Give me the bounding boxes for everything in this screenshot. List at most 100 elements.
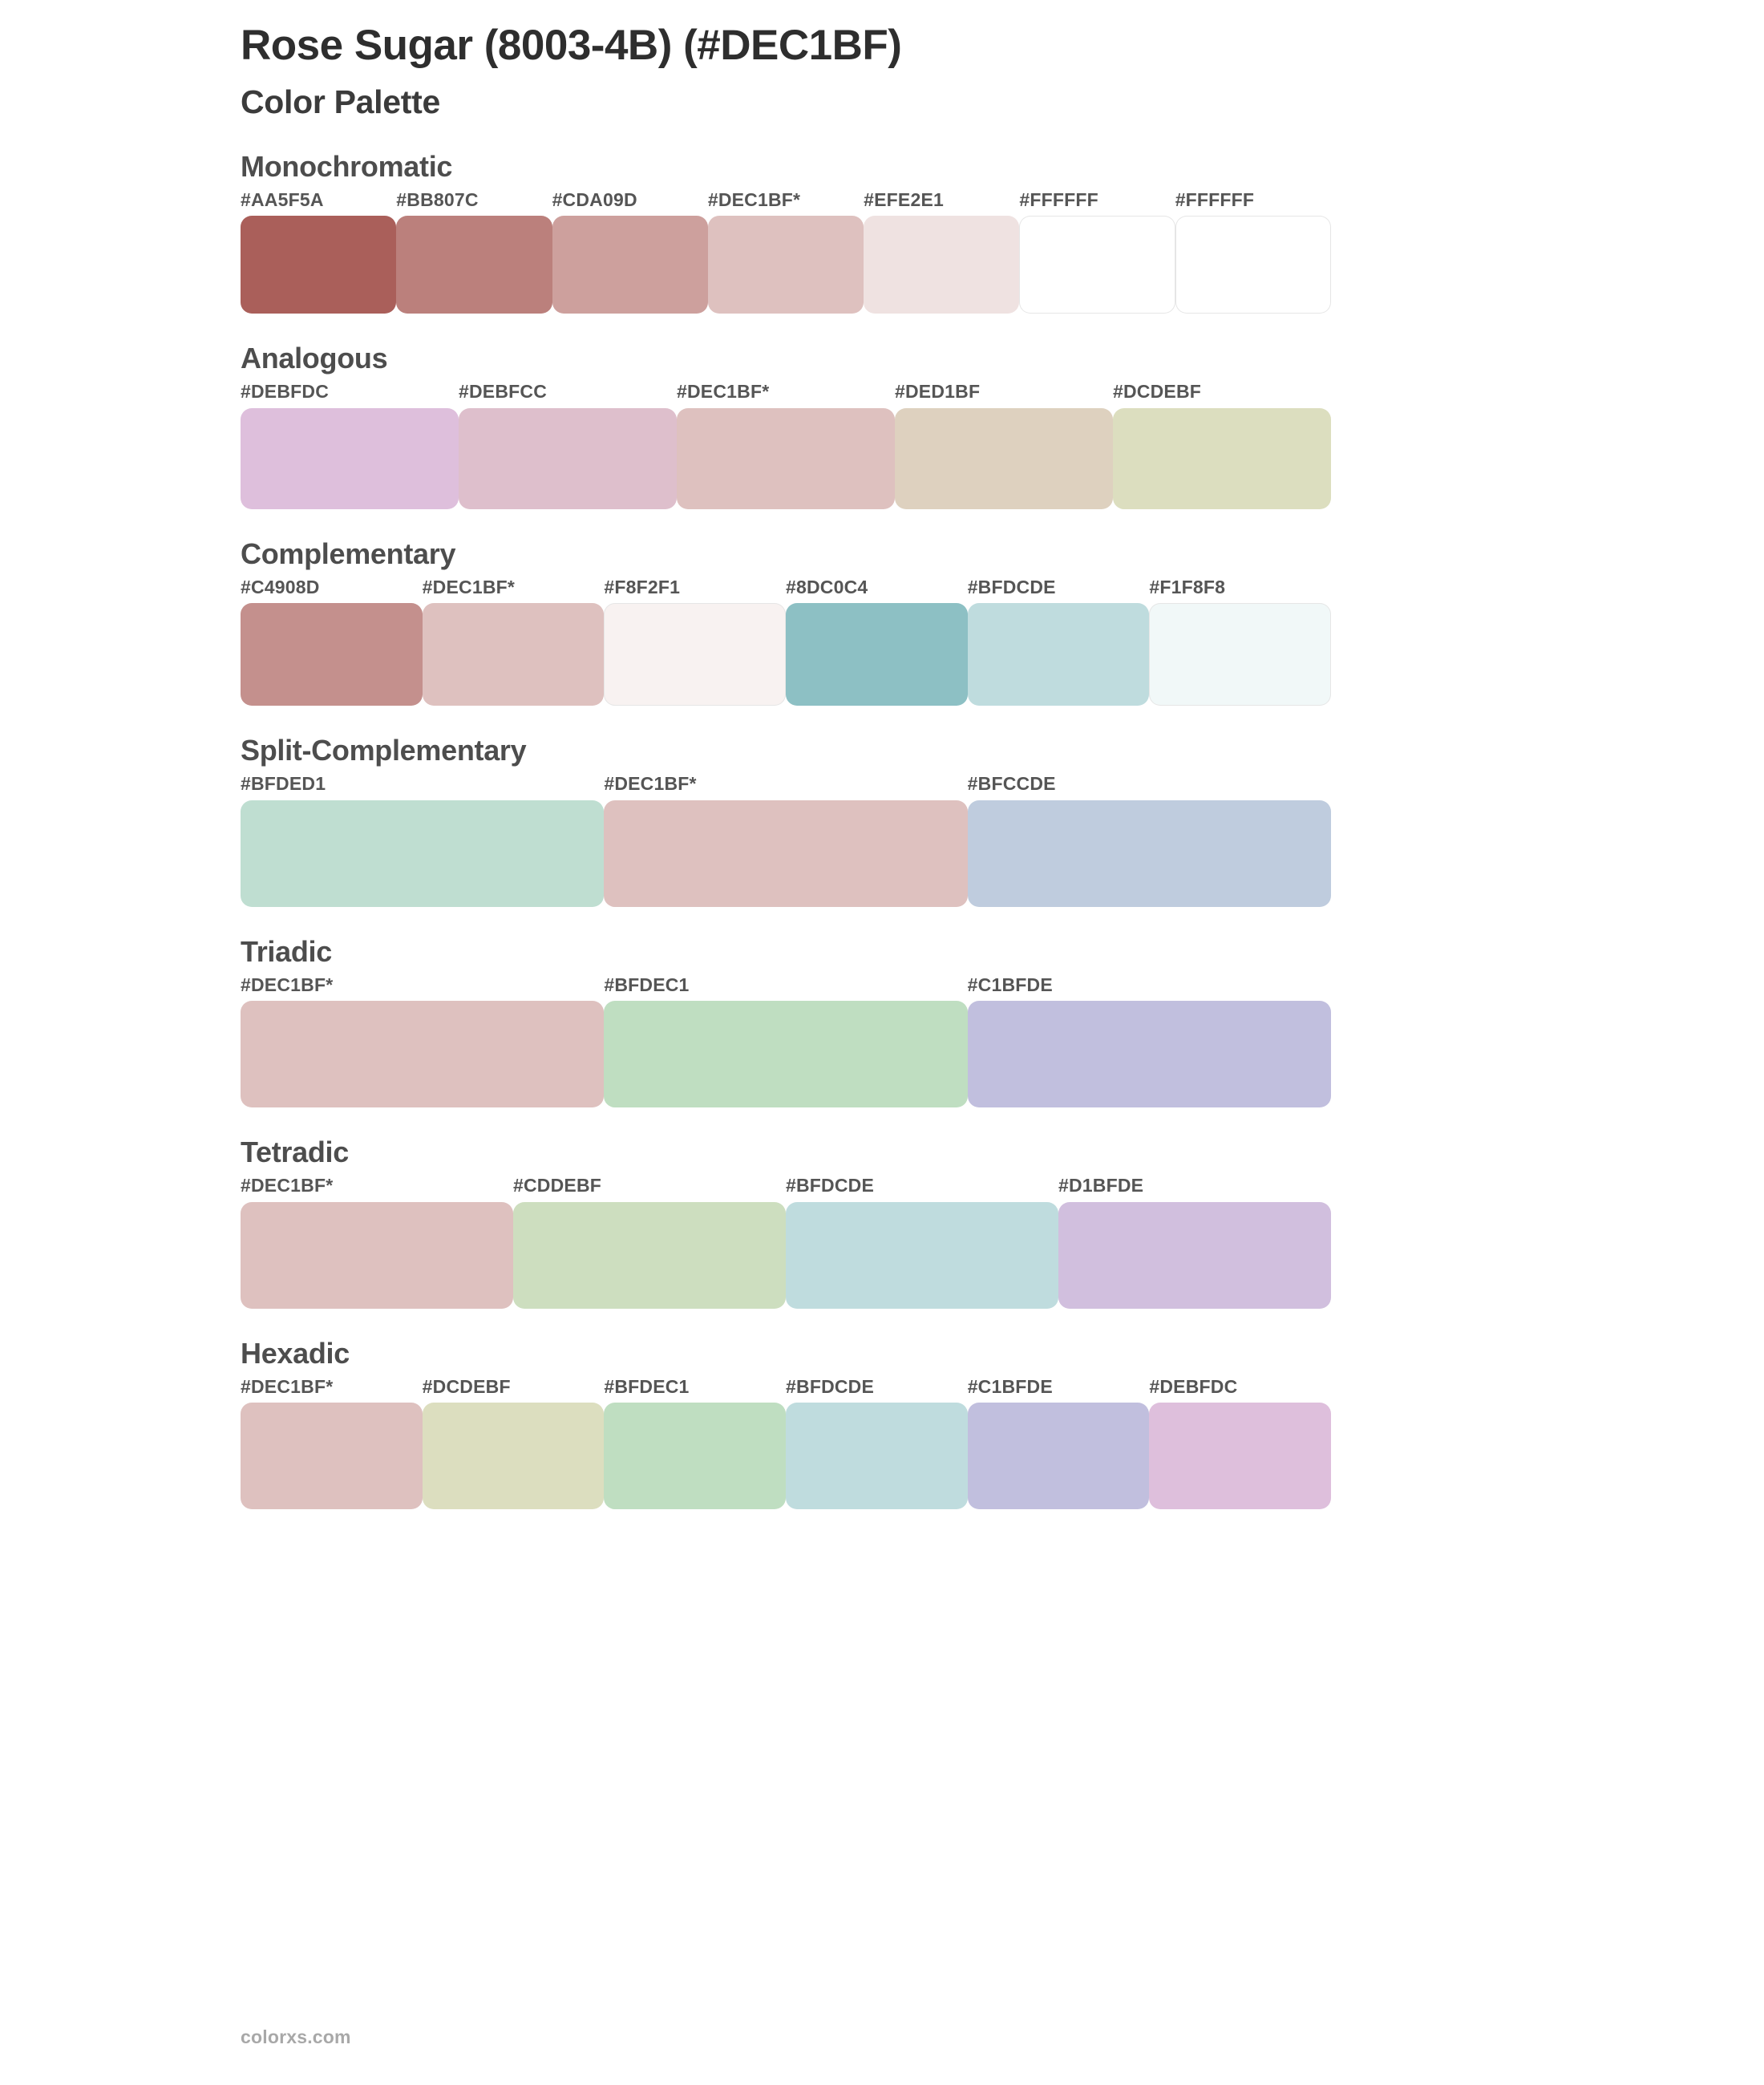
color-swatch[interactable]: #DEC1BF* <box>604 774 968 907</box>
color-swatch[interactable]: #DEBFCC <box>459 382 677 509</box>
page-header: Rose Sugar (8003-4B) (#DEC1BF) Color Pal… <box>0 0 1764 122</box>
color-swatch[interactable]: #F1F8F8 <box>1149 576 1332 706</box>
color-swatch[interactable]: #F8F2F1 <box>604 576 787 706</box>
swatch-hex-label: #BFDEC1 <box>604 1375 690 1397</box>
swatch-hex-label: #BFCCDE <box>967 773 1056 795</box>
swatch-color-chip[interactable] <box>241 1001 605 1108</box>
color-swatch[interactable]: #BFDED1 <box>241 774 605 907</box>
color-swatch[interactable]: #DEC1BF* <box>241 1175 513 1309</box>
swatch-color-chip[interactable] <box>864 216 1020 314</box>
color-swatch[interactable]: #DEC1BF* <box>422 576 605 706</box>
color-swatch[interactable]: #DCDEBF <box>1113 382 1331 509</box>
page-subtitle: Color Palette <box>241 83 440 120</box>
swatch-color-chip[interactable] <box>1113 407 1331 509</box>
swatch-color-chip[interactable] <box>604 603 787 706</box>
color-swatch[interactable]: #C1BFDE <box>967 974 1331 1108</box>
swatch-hex-label: #C4908D <box>241 576 320 597</box>
swatch-color-chip[interactable] <box>241 800 605 907</box>
swatch-color-chip[interactable] <box>241 603 423 706</box>
swatch-color-chip[interactable] <box>241 216 397 314</box>
color-swatch[interactable]: #DEC1BF* <box>241 974 605 1108</box>
swatch-row: #DEC1BF* #BFDEC1 #C1BFDE <box>241 974 1331 1108</box>
color-swatch[interactable]: #8DC0C4 <box>786 577 968 706</box>
swatch-row: #C4908D #DEC1BF* #F8F2F1 #8DC0C4 #BFDCDE #F1F… <box>241 576 1332 706</box>
color-swatch[interactable]: #BFDEC1 <box>604 974 968 1108</box>
swatch-hex-label: #DEC1BF* <box>241 974 334 995</box>
swatch-color-chip[interactable] <box>396 216 552 314</box>
color-swatch[interactable]: #DEC1BF* <box>677 381 895 509</box>
swatch-color-chip[interactable] <box>1019 216 1175 314</box>
swatch-hex-label: #DEC1BF* <box>677 381 770 403</box>
swatch-color-chip[interactable] <box>786 603 968 706</box>
color-swatch[interactable]: #DEBFDC <box>1149 1376 1332 1510</box>
swatch-color-chip[interactable] <box>967 1403 1150 1510</box>
color-swatch[interactable]: #DED1BF <box>895 382 1113 509</box>
swatch-color-chip[interactable] <box>513 1201 786 1309</box>
swatch-color-chip[interactable] <box>552 216 708 314</box>
section-title-complementary: Complementary <box>241 536 456 570</box>
swatch-color-chip[interactable] <box>967 800 1331 907</box>
color-swatch[interactable]: #CDA09D <box>552 189 708 314</box>
swatch-color-chip[interactable] <box>707 216 864 314</box>
swatch-color-chip[interactable] <box>786 1201 1058 1309</box>
swatch-row: #DEBFDC #DEBFCC #DEC1BF* #DED1BF #DCDEBF <box>241 381 1331 509</box>
section-title-triadic: Triadic <box>241 934 332 968</box>
page-title: Rose Sugar (8003-4B) (#DEC1BF) <box>241 22 902 69</box>
swatch-hex-label: #BFDEC1 <box>604 974 690 995</box>
swatch-color-chip[interactable] <box>895 407 1113 509</box>
swatch-color-chip[interactable] <box>459 407 677 509</box>
color-swatch[interactable]: #BFDCDE <box>967 576 1150 706</box>
palette-section-analogous: Analogous #DEBFDC #DEBFCC #DEC1BF* #DED1BF #D… <box>0 341 1764 509</box>
swatch-hex-label: #FFFFFF <box>1175 188 1255 210</box>
color-swatch[interactable]: #FFFFFF <box>1019 188 1175 314</box>
swatch-hex-label: #BFDCDE <box>967 576 1056 597</box>
swatch-color-chip[interactable] <box>241 407 459 509</box>
swatch-color-chip[interactable] <box>604 1403 787 1510</box>
section-title-hexadic: Hexadic <box>241 1336 350 1370</box>
swatch-hex-label: #BFDCDE <box>786 1375 875 1397</box>
swatch-hex-label: #F1F8F8 <box>1149 576 1226 597</box>
color-swatch[interactable]: #AA5F5A <box>241 188 397 314</box>
color-swatch[interactable]: #C4908D <box>241 577 423 706</box>
swatch-hex-label: #F8F2F1 <box>604 576 681 597</box>
swatch-color-chip[interactable] <box>967 1001 1331 1108</box>
color-swatch[interactable]: #DEC1BF* <box>707 189 864 314</box>
swatch-hex-label: #DEC1BF* <box>241 1175 334 1196</box>
palette-section-complementary: Complementary #C4908D #DEC1BF* #F8F2F1 #8DC0… <box>0 536 1764 706</box>
color-swatch[interactable]: #DEBFDC <box>241 381 459 509</box>
color-swatch[interactable]: #D1BFDE <box>1058 1176 1331 1309</box>
color-swatch[interactable]: #BFDCDE <box>786 1175 1058 1309</box>
swatch-color-chip[interactable] <box>241 1403 423 1510</box>
color-swatch[interactable]: #BB807C <box>396 189 552 314</box>
swatch-color-chip[interactable] <box>422 603 605 706</box>
section-title-monochromatic: Monochromatic <box>241 149 453 183</box>
color-swatch[interactable]: #EFE2E1 <box>864 189 1020 314</box>
swatch-hex-label: #DEC1BF* <box>422 576 516 597</box>
swatch-color-chip[interactable] <box>786 1403 968 1510</box>
color-swatch[interactable]: #DCDEBF <box>422 1375 605 1510</box>
swatch-hex-label: #AA5F5A <box>241 188 324 210</box>
swatch-color-chip[interactable] <box>241 1201 513 1309</box>
swatch-color-chip[interactable] <box>422 1403 605 1510</box>
swatch-row: #AA5F5A #BB807C #CDA09D #DEC1BF* #EFE2E1 #FFF… <box>241 188 1331 314</box>
swatch-hex-label: #8DC0C4 <box>786 576 868 597</box>
swatch-color-chip[interactable] <box>1175 216 1331 314</box>
color-swatch[interactable]: #C1BFDE <box>967 1376 1150 1510</box>
swatch-hex-label: #BFDCDE <box>786 1175 875 1196</box>
swatch-hex-label: #DEBFDC <box>241 381 330 403</box>
swatch-color-chip[interactable] <box>1149 603 1332 706</box>
color-swatch[interactable]: #FFFFFF <box>1175 188 1331 314</box>
swatch-hex-label: #FFFFFF <box>1019 188 1098 210</box>
color-swatch[interactable]: #DEC1BF* <box>241 1376 423 1510</box>
swatch-color-chip[interactable] <box>1058 1201 1331 1309</box>
color-swatch[interactable]: #CDDEBF <box>513 1176 786 1309</box>
color-swatch[interactable]: #BFCCDE <box>967 773 1331 907</box>
swatch-color-chip[interactable] <box>967 603 1150 706</box>
color-swatch[interactable]: #BFDEC1 <box>604 1375 787 1510</box>
swatch-hex-label: #DCDEBF <box>422 1375 511 1397</box>
swatch-color-chip[interactable] <box>604 800 968 907</box>
swatch-color-chip[interactable] <box>677 407 895 509</box>
swatch-color-chip[interactable] <box>1149 1403 1332 1510</box>
color-swatch[interactable]: #BFDCDE <box>786 1375 968 1510</box>
swatch-color-chip[interactable] <box>604 1001 968 1108</box>
